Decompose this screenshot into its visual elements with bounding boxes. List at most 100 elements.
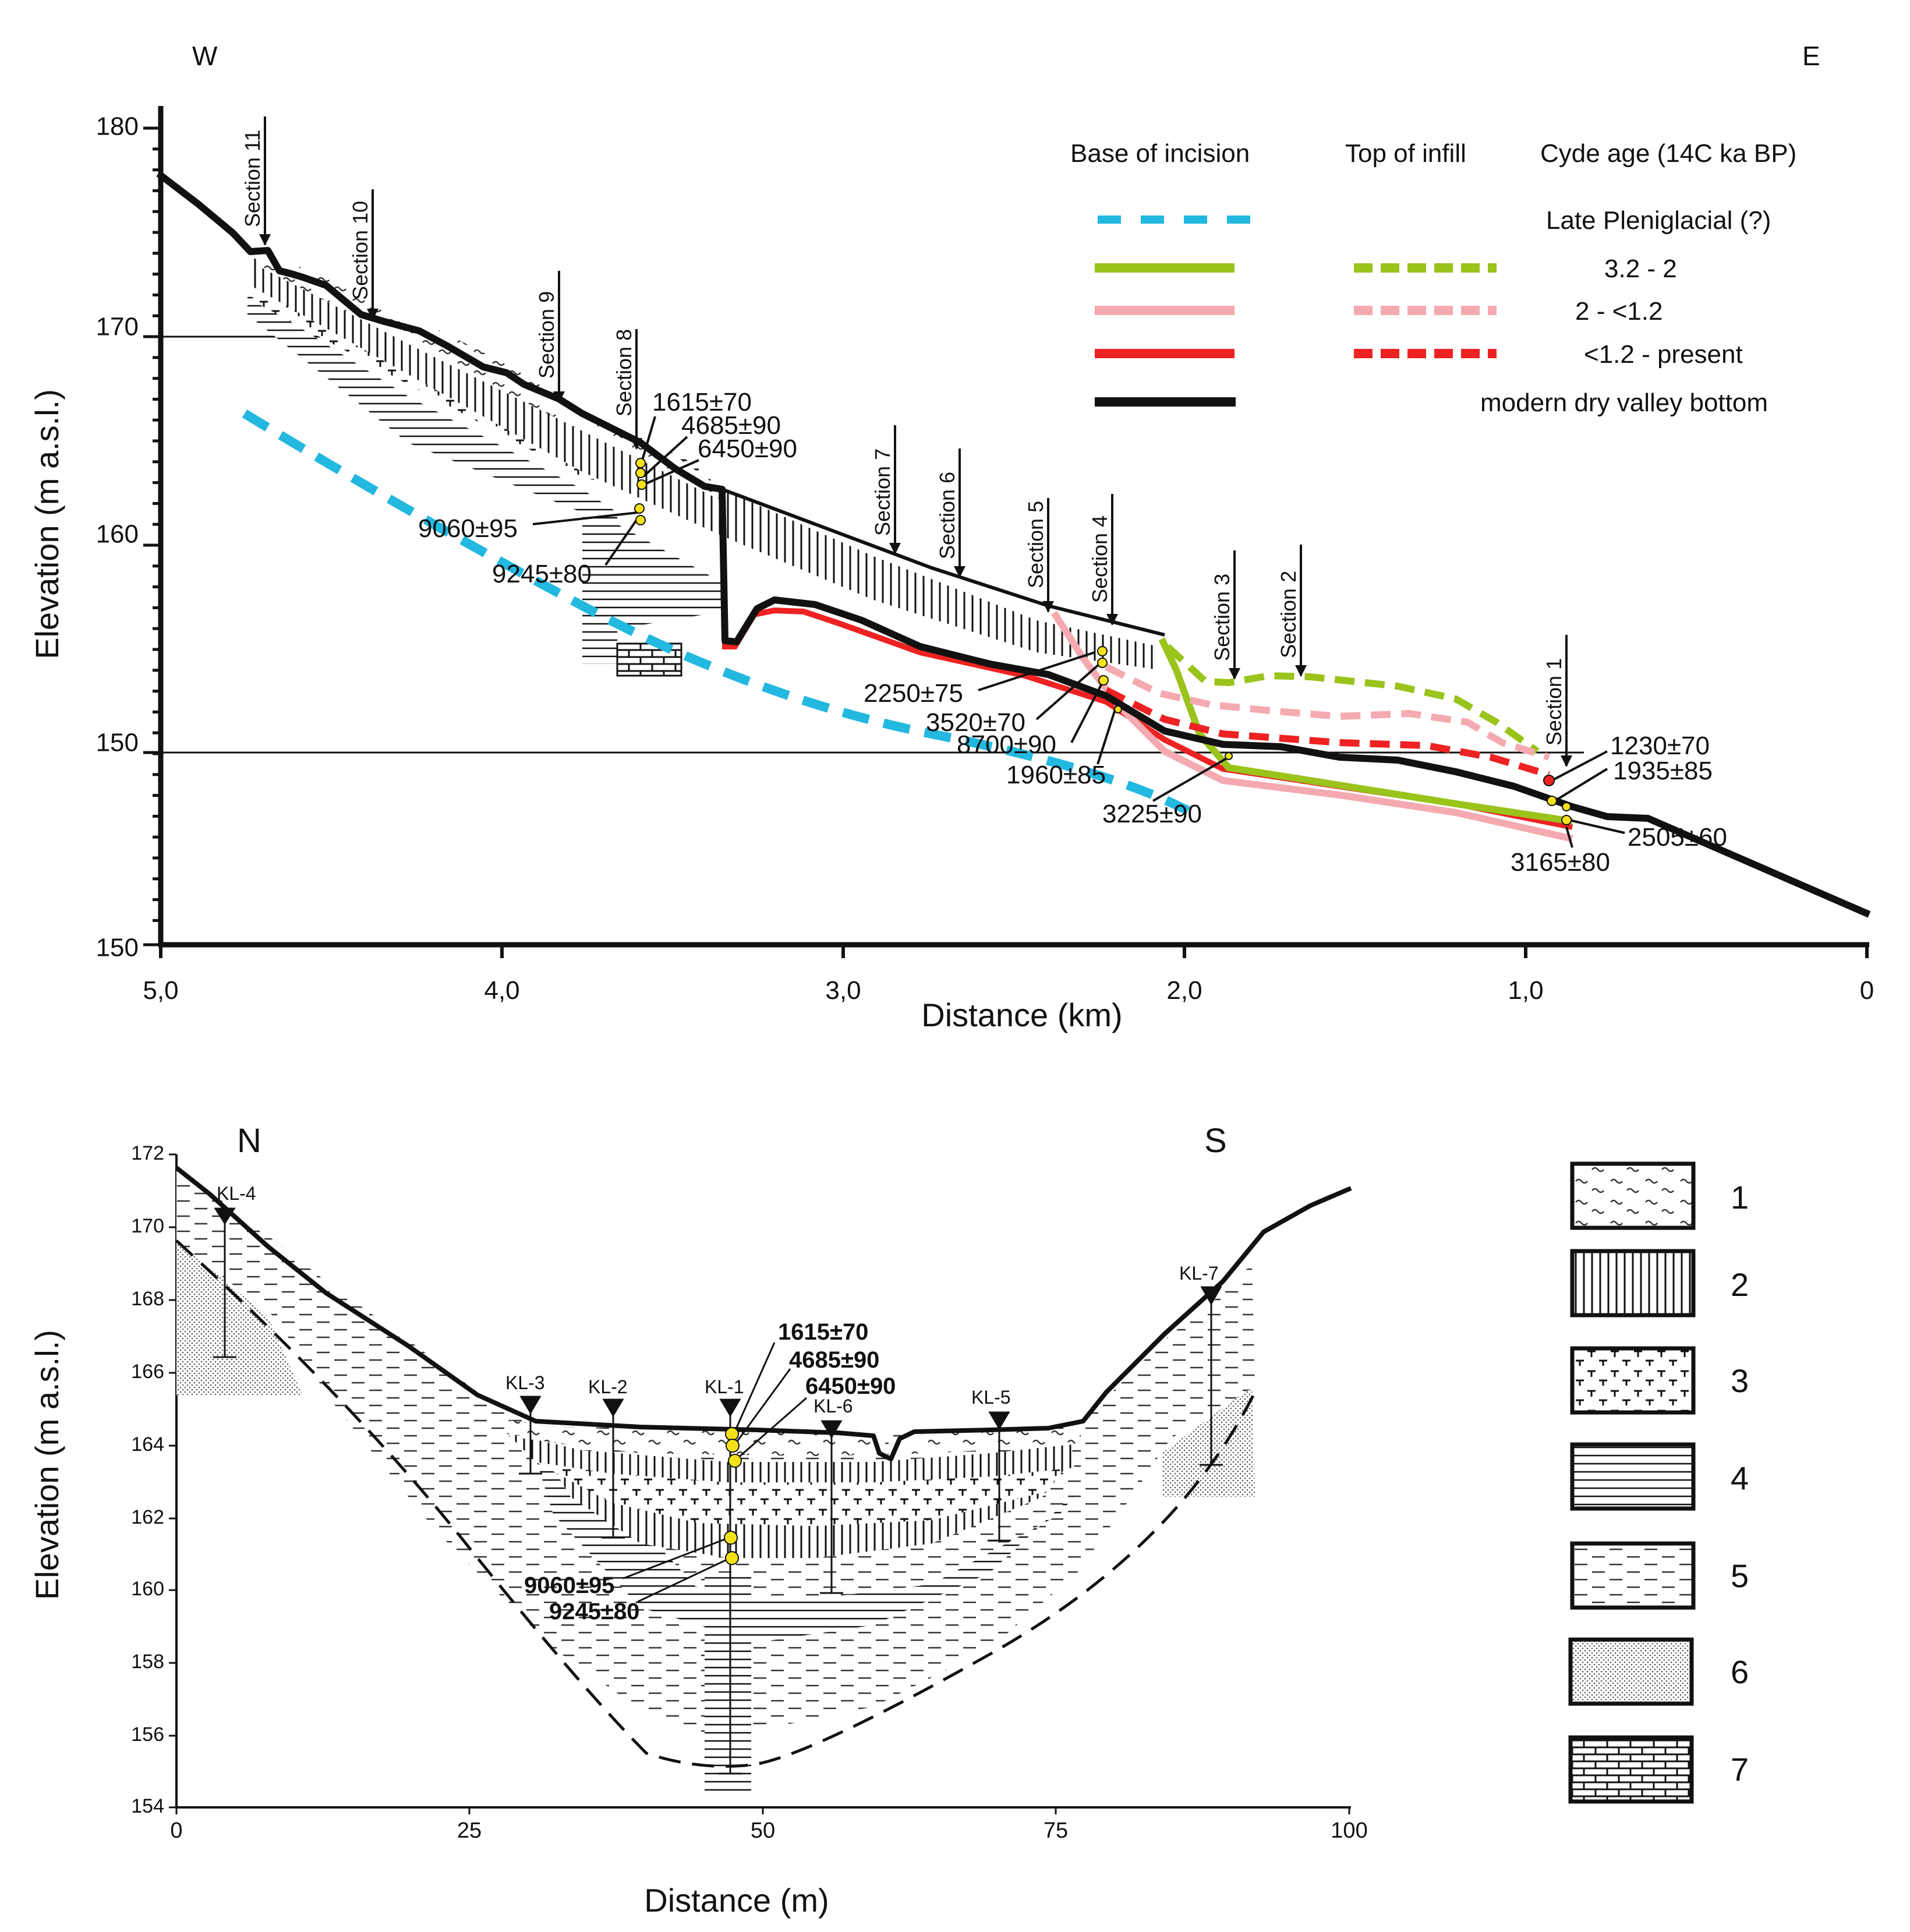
dashed-substrate-boundary — [175, 1239, 1257, 1768]
cross-section-date: 6450±90 — [805, 1373, 896, 1399]
unit-6-right-sand — [1162, 1386, 1255, 1497]
legend-swatch-unit-3 — [1570, 1346, 1696, 1415]
date-label: 3165±80 — [1511, 848, 1610, 877]
bottom-y-tick: 170 — [131, 1215, 164, 1237]
date-label: 1960±85 — [1006, 761, 1106, 789]
top-y-major-ticks — [143, 126, 161, 946]
date-label: 6450±90 — [698, 435, 797, 463]
top-y-tick: 160 — [96, 520, 139, 549]
borehole-label: KL-4 — [217, 1183, 256, 1204]
legend-swatch-unit-5 — [1570, 1541, 1696, 1610]
units-legend: 1 2 3 4 5 6 7 — [1568, 1161, 1749, 1804]
bottom-x-ticks — [175, 1807, 1350, 1814]
section-label: Section 8 — [612, 329, 636, 416]
legend-unit-number: 4 — [1731, 1460, 1749, 1496]
bottom-y-tick: 172 — [131, 1142, 164, 1164]
borehole-label: KL-1 — [705, 1376, 744, 1397]
top-x-tick: 1,0 — [1508, 976, 1543, 1005]
legend-unit-number: 6 — [1731, 1654, 1749, 1690]
top-x-tick: 0 — [1860, 976, 1874, 1005]
green-top-of-infill-line — [1165, 644, 1540, 754]
top-x-tick: 2,0 — [1166, 976, 1202, 1005]
legend-swatch-unit-4 — [1570, 1442, 1696, 1511]
late-pleniglacial-base-line — [242, 409, 1190, 815]
section-label: Section 9 — [535, 291, 558, 379]
section-label: Section 10 — [348, 201, 372, 300]
section-label: Section 3 — [1210, 574, 1234, 661]
section-label: Section 5 — [1024, 501, 1048, 588]
legend-unit-number: 7 — [1731, 1751, 1749, 1788]
direction-east: E — [1802, 41, 1820, 71]
unit-4-borehole-column — [705, 1573, 751, 1794]
legend-swatch-unit-1 — [1570, 1161, 1696, 1230]
bottom-y-tick: 166 — [131, 1361, 164, 1383]
legend-swatch-unit-6 — [1568, 1637, 1694, 1706]
cross-section-date: 4685±90 — [789, 1347, 879, 1373]
upper-terrace-surface-line — [721, 488, 1165, 637]
legend-swatch-unit-2 — [1570, 1249, 1696, 1318]
bottom-y-tick: 158 — [131, 1651, 164, 1673]
legend-top-of-infill-header: Top of infill — [1345, 139, 1466, 168]
ground-surface-line — [175, 1165, 1352, 1461]
bottom-x-tick: 25 — [457, 1818, 482, 1843]
cross-section-sample-markers — [724, 1427, 742, 1565]
section-label: Section 1 — [1542, 658, 1566, 746]
section-label: Section 4 — [1088, 515, 1112, 603]
date-label: 3520±70 — [926, 708, 1025, 737]
top-x-ticks — [159, 945, 1869, 958]
date-label: 3225±90 — [1102, 800, 1202, 828]
bottom-y-tick: 154 — [131, 1795, 164, 1817]
unit-2-lower-band — [553, 1468, 1066, 1558]
unit-2-upper-band — [507, 1433, 1074, 1482]
bottom-x-tick: 100 — [1331, 1818, 1367, 1843]
borehole-label: KL-7 — [1179, 1263, 1219, 1284]
cross-section-leader-lines — [622, 1342, 807, 1603]
borehole-lines — [213, 1220, 1223, 1775]
legend-unit-number: 3 — [1731, 1362, 1749, 1399]
legend-cycle-age-header: Cyde age (14C ka BP) — [1540, 139, 1796, 168]
date-label: 1230±70 — [1610, 732, 1710, 760]
bottom-y-tick: 162 — [131, 1506, 164, 1528]
top-y-tick: 150 — [96, 934, 139, 962]
legend-row-label: Late Pleniglacial (?) — [1546, 206, 1771, 235]
unit-4-horizontal-body — [247, 294, 617, 664]
top-x-tick: 5,0 — [143, 976, 178, 1005]
legend-row-label: 2 - <1.2 — [1575, 297, 1663, 326]
date-label: 9060±95 — [418, 514, 518, 543]
direction-south: S — [1204, 1122, 1227, 1160]
legend-unit-number: 1 — [1731, 1179, 1749, 1216]
top-y-axis-label: Elevation (m a.s.l.) — [29, 389, 65, 659]
unit-4-lower-body — [617, 524, 722, 629]
cross-section-date: 1615±70 — [778, 1319, 868, 1345]
date-label: 1935±85 — [1613, 757, 1713, 785]
date-label: 2250±75 — [864, 679, 963, 708]
top-y-tick: 150 — [96, 729, 139, 757]
legend-unit-number: 5 — [1731, 1557, 1749, 1594]
section-label: Section 2 — [1276, 571, 1300, 658]
pink-base-of-incision-line — [1050, 610, 1573, 842]
section-markers — [259, 116, 1572, 767]
bottom-x-tick: 0 — [170, 1818, 182, 1843]
modern-dry-valley-bottom-line — [156, 171, 1871, 918]
bottom-y-tick: 160 — [131, 1578, 164, 1600]
date-label: 1615±70 — [652, 388, 752, 416]
date-label: 4685±90 — [681, 411, 781, 440]
bottom-y-tick: 164 — [131, 1433, 164, 1456]
bottom-y-axis-label: Elevation (m a.s.l.) — [29, 1330, 65, 1600]
bottom-x-tick: 75 — [1044, 1818, 1068, 1843]
top-y-minor-ticks — [153, 126, 161, 922]
date-leader-lines — [532, 416, 1625, 848]
date-label: 8700±90 — [957, 730, 1056, 759]
profile-legend: Base of incision Top of infill Cyde age … — [1070, 139, 1796, 417]
unit-6-left-sand — [176, 1241, 303, 1395]
legend-row-label: modern dry valley bottom — [1480, 388, 1768, 417]
direction-west: W — [192, 41, 218, 71]
bottom-x-tick: 50 — [751, 1818, 775, 1843]
unit-4-cross-section-body — [524, 1421, 1077, 1643]
borehole-label: KL-6 — [813, 1396, 853, 1417]
legend-row-label: <1.2 - present — [1584, 340, 1743, 369]
section-label: Section 11 — [240, 130, 264, 227]
top-y-tick: 180 — [96, 112, 139, 141]
borehole-label: KL-5 — [971, 1387, 1011, 1408]
